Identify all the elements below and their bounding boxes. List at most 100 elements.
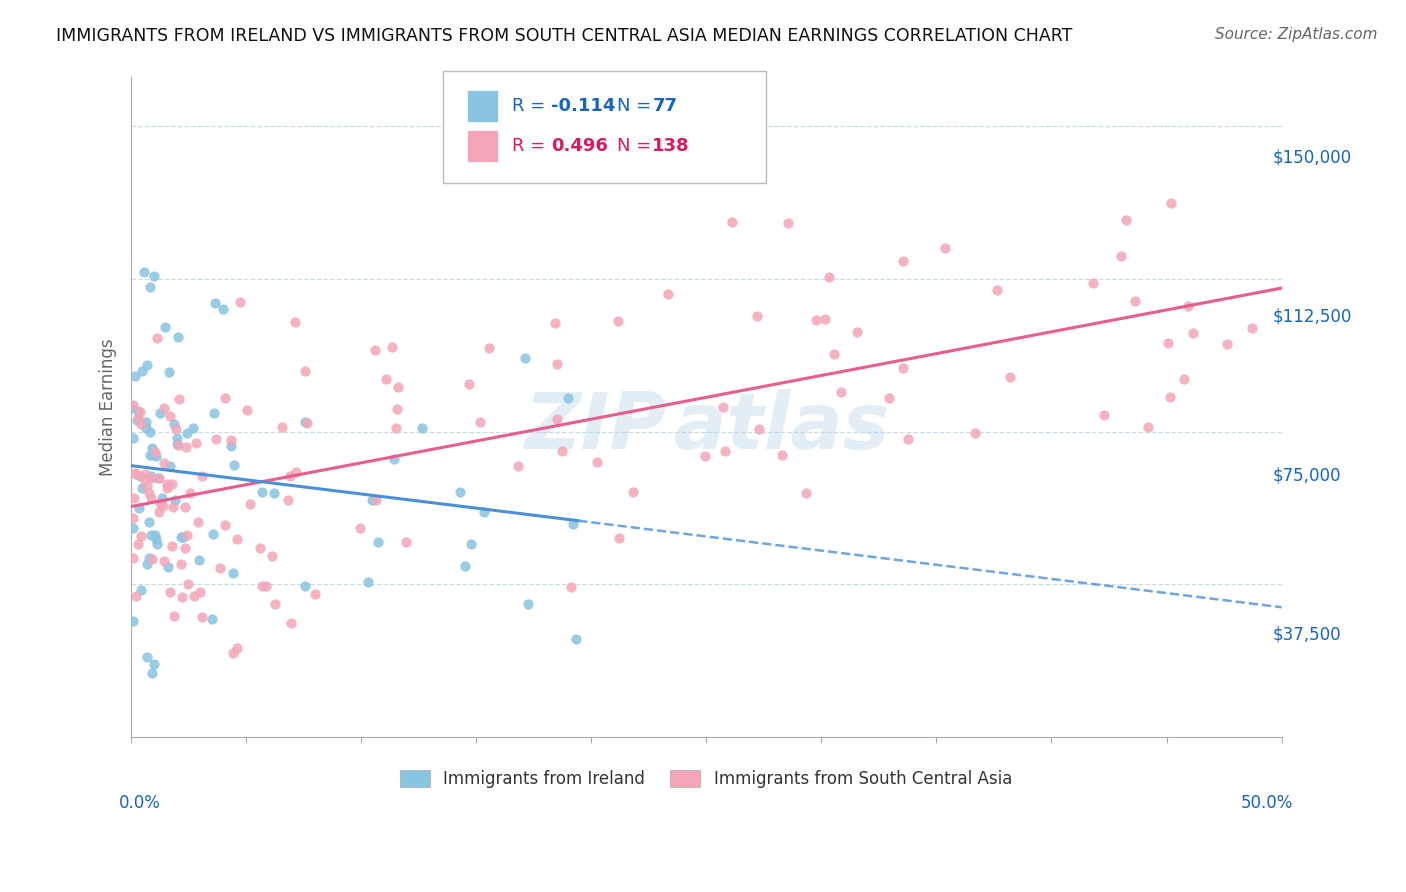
Point — [621, 484, 644, 499]
Point — [163, 492, 186, 507]
Point — [607, 314, 630, 328]
Point — [693, 449, 716, 463]
Point — [121, 401, 143, 415]
Point — [381, 340, 404, 354]
Point — [294, 415, 316, 429]
Point — [804, 313, 827, 327]
Point — [139, 470, 162, 484]
Text: 0.0%: 0.0% — [120, 794, 160, 813]
Point — [607, 531, 630, 545]
Point — [1159, 390, 1181, 404]
Point — [374, 372, 396, 386]
Point — [128, 501, 150, 516]
Point — [122, 551, 145, 566]
Point — [271, 420, 294, 434]
Point — [1240, 320, 1263, 334]
Point — [136, 649, 159, 664]
Point — [146, 330, 169, 344]
Point — [1157, 336, 1180, 351]
Point — [190, 609, 212, 624]
Point — [229, 295, 252, 310]
Point — [546, 357, 568, 371]
Text: -0.114: -0.114 — [551, 97, 616, 115]
Point — [139, 491, 162, 505]
Point — [141, 666, 163, 681]
Point — [546, 411, 568, 425]
Point — [122, 614, 145, 628]
Point — [748, 422, 770, 436]
Point — [387, 380, 409, 394]
Point — [986, 283, 1008, 297]
Point — [294, 364, 316, 378]
Point — [1081, 276, 1104, 290]
Point — [411, 421, 433, 435]
Text: R =: R = — [512, 97, 551, 115]
Point — [877, 392, 900, 406]
Point — [152, 499, 174, 513]
Point — [225, 640, 247, 655]
Point — [250, 579, 273, 593]
Point — [160, 539, 183, 553]
Point — [162, 500, 184, 515]
Point — [153, 401, 176, 415]
Point — [221, 433, 243, 447]
Point — [176, 426, 198, 441]
Point — [891, 254, 914, 268]
Point — [263, 486, 285, 500]
Point — [152, 554, 174, 568]
Point — [747, 309, 769, 323]
Point — [557, 391, 579, 405]
Point — [214, 517, 236, 532]
Point — [1136, 420, 1159, 434]
Point — [138, 280, 160, 294]
Point — [149, 406, 172, 420]
Point — [1123, 294, 1146, 309]
Point — [186, 436, 208, 450]
Point — [219, 439, 242, 453]
Point — [714, 444, 737, 458]
Point — [264, 597, 287, 611]
Point — [170, 590, 193, 604]
Point — [472, 504, 495, 518]
Point — [132, 265, 155, 279]
Point — [136, 479, 159, 493]
Point — [1092, 408, 1115, 422]
Point — [818, 269, 841, 284]
Point — [776, 216, 799, 230]
Point — [830, 384, 852, 399]
Point — [254, 579, 277, 593]
Point — [204, 432, 226, 446]
Point — [165, 421, 187, 435]
Point — [1115, 213, 1137, 227]
Point — [449, 484, 471, 499]
Point — [122, 521, 145, 535]
Point — [174, 440, 197, 454]
Point — [141, 551, 163, 566]
Point — [159, 459, 181, 474]
Point — [142, 657, 165, 671]
Point — [153, 457, 176, 471]
Point — [565, 632, 588, 646]
Point — [131, 481, 153, 495]
Point — [131, 417, 153, 432]
Point — [129, 529, 152, 543]
Point — [157, 366, 180, 380]
Point — [382, 452, 405, 467]
Point — [846, 326, 869, 340]
Point — [170, 558, 193, 572]
Point — [174, 500, 197, 515]
Point — [138, 550, 160, 565]
Point — [131, 363, 153, 377]
Point — [122, 432, 145, 446]
Point — [131, 582, 153, 597]
Point — [145, 444, 167, 458]
Point — [139, 448, 162, 462]
Point — [204, 295, 226, 310]
Point — [121, 511, 143, 525]
Point — [214, 392, 236, 406]
Point — [187, 552, 209, 566]
Point — [897, 432, 920, 446]
Point — [249, 541, 271, 556]
Point — [159, 585, 181, 599]
Point — [367, 535, 389, 549]
